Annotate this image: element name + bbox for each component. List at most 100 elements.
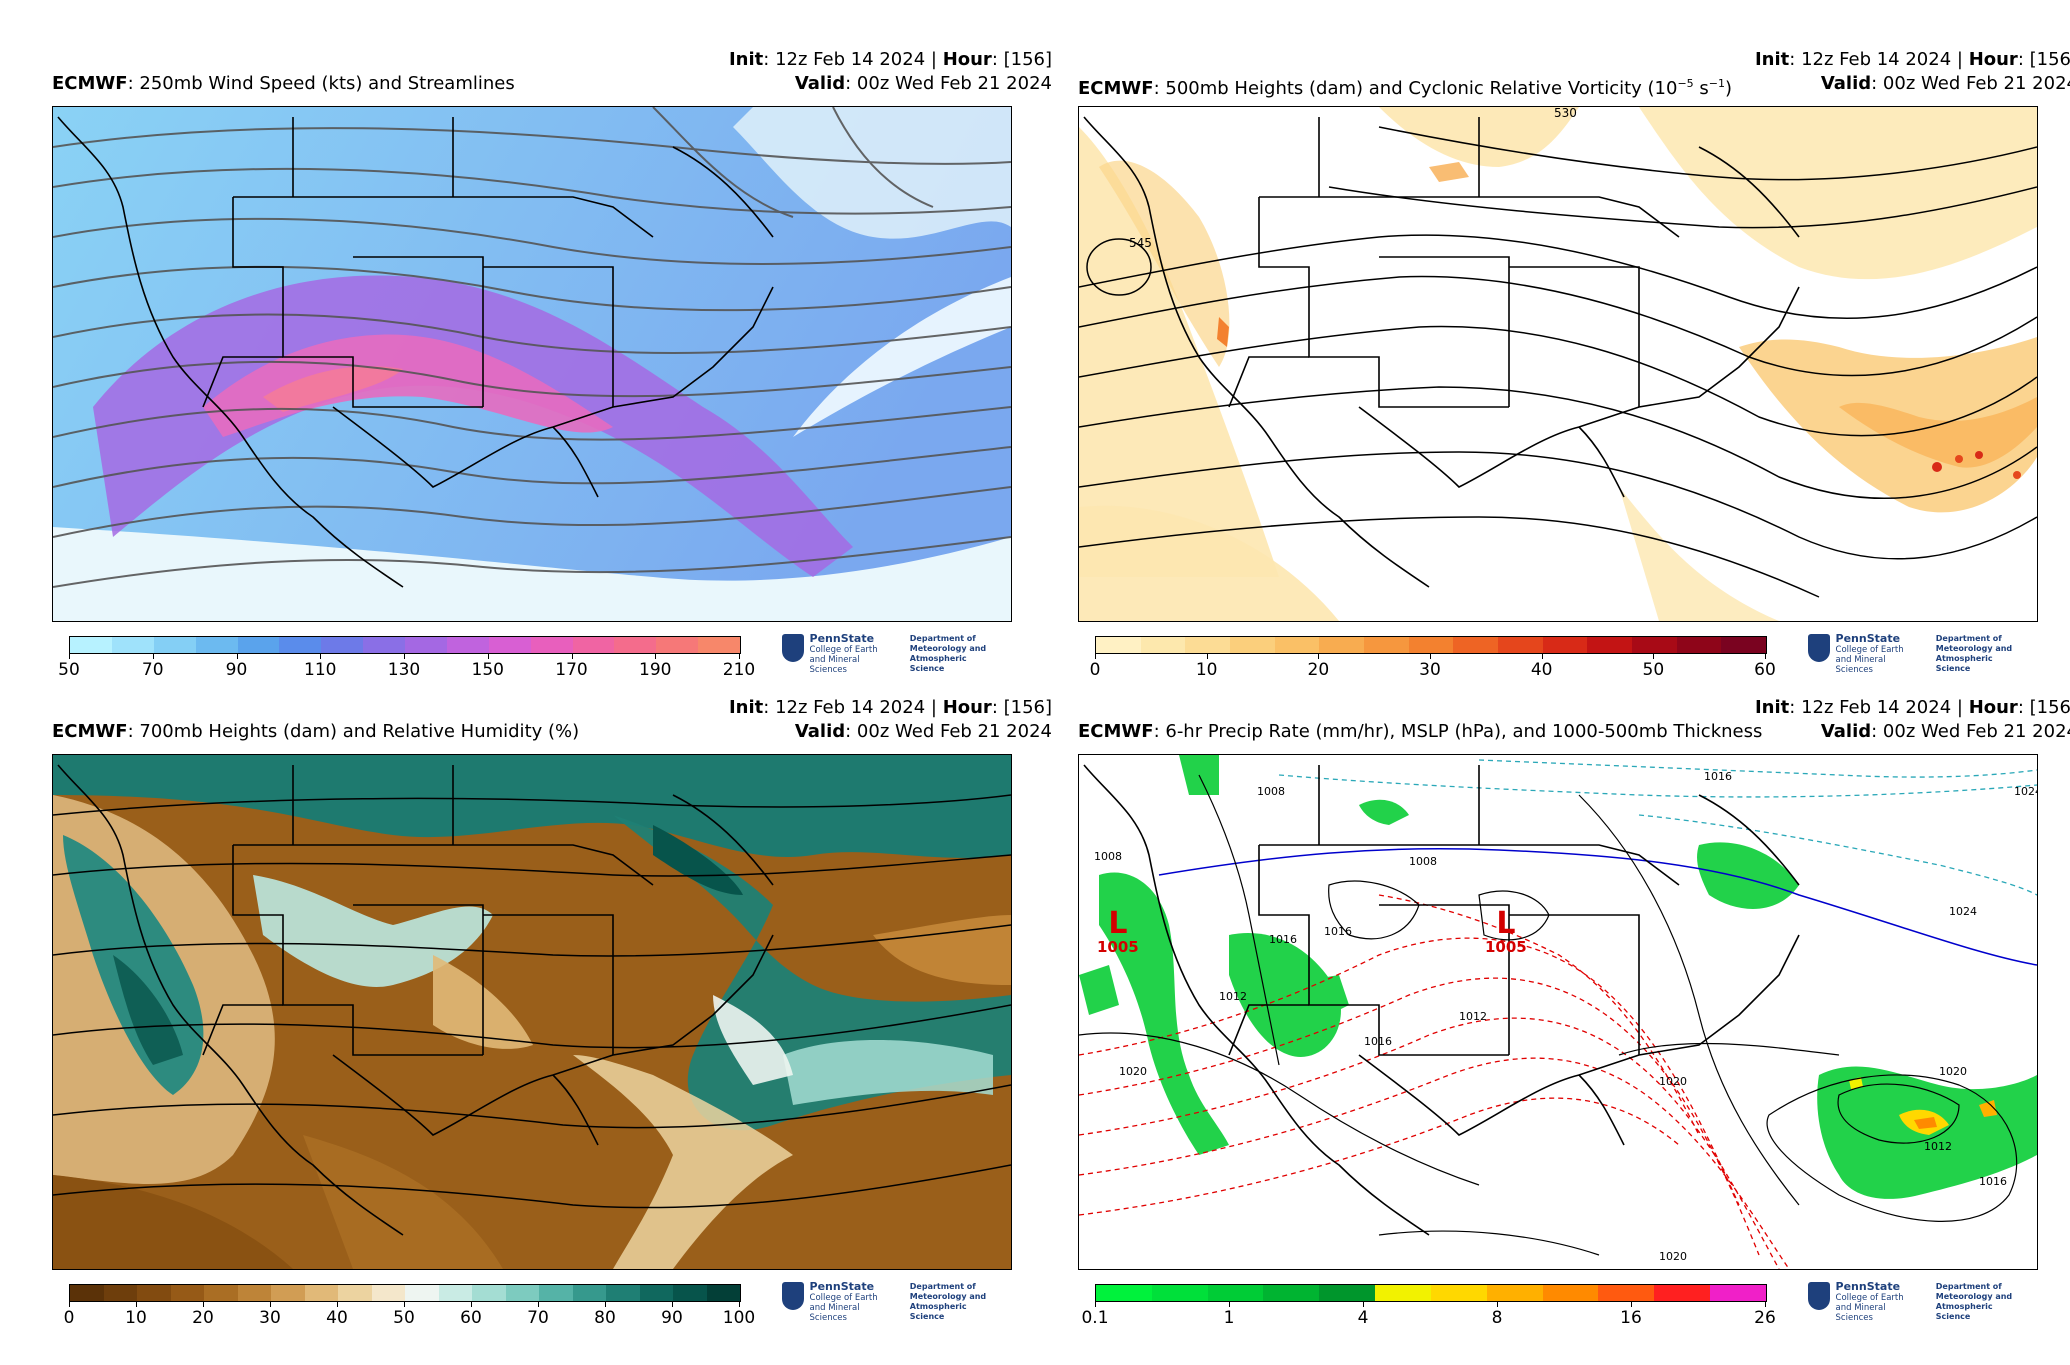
panel-title: ECMWF: 6-hr Precip Rate (mm/hr), MSLP (h… [1078, 721, 1763, 742]
svg-text:1024: 1024 [1949, 905, 1977, 918]
colorbar-segment [438, 1285, 472, 1301]
colorbar-tick [1541, 654, 1543, 659]
colorbar-segment [1654, 1285, 1711, 1301]
svg-text:1016: 1016 [1269, 933, 1297, 946]
colorbar-segment [1632, 637, 1677, 653]
colorbar-segment [304, 1285, 338, 1301]
svg-text:1016: 1016 [1324, 925, 1352, 938]
colorbar-segment [1274, 637, 1320, 653]
colorbar-tick-label: 40 [1530, 660, 1553, 680]
colorbar-tick [152, 654, 154, 659]
colorbar-segment [363, 637, 405, 653]
colorbar-segment [271, 1285, 305, 1301]
valid-line: Valid: 00z Wed Feb 21 2024 [794, 73, 1052, 94]
colorbar-tick-label: 8 [1491, 1308, 1503, 1328]
colorbar-tick-label: 0 [63, 1308, 75, 1328]
colorbar-ticks-precip: 0.1 1 4 8 16 26 [1081, 1302, 1776, 1328]
colorbar-ticks-wind: 50 70 90 110 130 150 170 190 210 [58, 654, 755, 680]
colorbar-segment [321, 637, 364, 653]
colorbar-segment [237, 1285, 271, 1301]
panel-title: ECMWF: 700mb Heights (dam) and Relative … [52, 721, 580, 742]
svg-text:1012: 1012 [1924, 1140, 1952, 1153]
colorbar-segment [103, 1285, 137, 1301]
colorbar-segment [1453, 637, 1499, 653]
precip-heavy [1849, 1077, 1997, 1135]
height-contours [53, 794, 1011, 1209]
colorbar-tick-label: 1 [1223, 1308, 1235, 1328]
colorbar-tick-label: 20 [192, 1308, 214, 1328]
colorbar-tick [1095, 654, 1096, 659]
colorbar-tick [1318, 654, 1320, 659]
colorbar-tick-label: 50 [58, 660, 80, 680]
colorbar-tick-label: 50 [393, 1308, 415, 1328]
colorbar-segment [1486, 1285, 1543, 1301]
colorbar-tick [672, 1302, 673, 1307]
colorbar-tick [739, 654, 740, 659]
colorbar-segment [572, 1285, 606, 1301]
pennstate-shield-icon [782, 1282, 804, 1310]
colorbar-tick [571, 654, 573, 659]
svg-text:1008: 1008 [1257, 785, 1285, 798]
thickness-zero [1158, 847, 2037, 966]
colorbar-tick [1363, 1302, 1364, 1307]
colorbar-segment [446, 637, 489, 653]
colorbar-tick-label: 10 [1195, 660, 1218, 680]
colorbar-tick [538, 1302, 539, 1307]
colorbar-segment [1598, 1285, 1655, 1301]
colorbar-tick-label: 26 [1754, 1308, 1776, 1328]
colorbar-tick-label: 100 [722, 1308, 756, 1328]
colorbar-segment [1140, 637, 1186, 653]
colorbar-segment [606, 1285, 640, 1301]
panel-rh-700mb: Init: 12z Feb 14 2024 | Hour: [156] ECMW… [52, 694, 1052, 1334]
init-line: Init: 12z Feb 14 2024 | Hour: [156] [728, 697, 1052, 718]
colorbar-tick-label: 110 [304, 660, 337, 680]
pennstate-shield-icon [1808, 634, 1830, 662]
svg-text:1020: 1020 [1119, 1065, 1147, 1078]
colorbar-tick-label: 70 [141, 660, 164, 680]
colorbar-segment [1230, 637, 1275, 653]
colorbar-tick [136, 1302, 137, 1307]
panel-wind-250mb: Init: 12z Feb 14 2024 | Hour: [156] ECMW… [52, 46, 1052, 686]
colorbar-segment [1721, 637, 1767, 653]
colorbar-tick [1653, 654, 1655, 659]
colorbar-segment [111, 637, 154, 653]
colorbar-tick-label: 60 [1754, 660, 1776, 680]
colorbar-segment [279, 637, 322, 653]
colorbar-tick-label: 60 [460, 1308, 482, 1328]
colorbar-segment [698, 637, 740, 653]
colorbar-segment [1408, 637, 1454, 653]
colorbar-tick-label: 90 [661, 1308, 683, 1328]
colorbar-segment [1542, 637, 1588, 653]
precip-map: 1008 1008 1016 1008 1016 1012 1016 1012 … [1078, 754, 2038, 1270]
colorbar-segment [405, 637, 447, 653]
colorbar-tick-label: 50 [1642, 660, 1665, 680]
low-pressure-label-central: L 1005 [1485, 906, 1527, 956]
svg-text:1012: 1012 [1459, 1010, 1487, 1023]
colorbar-segment [170, 1285, 204, 1301]
colorbar-segment [1710, 1285, 1766, 1301]
svg-text:1020: 1020 [1659, 1075, 1687, 1088]
low-pressure-label-west: L 1005 [1097, 906, 1139, 956]
borders [57, 764, 774, 1236]
colorbar-segment [656, 637, 699, 653]
colorbar-tick [1765, 654, 1766, 659]
colorbar-segment [639, 1285, 673, 1301]
colorbar-tick [739, 1302, 740, 1307]
valid-line: Valid: 00z Wed Feb 21 2024 [1820, 721, 2070, 742]
colorbar-tick [404, 1302, 405, 1307]
height-contours [1079, 126, 2037, 598]
colorbar-tick-label: 70 [527, 1308, 549, 1328]
colorbar-segment [137, 1285, 171, 1301]
init-line: Init: 12z Feb 14 2024 | Hour: [156] [1754, 49, 2070, 70]
pennstate-logo: PennState College of Earth and Mineral Sci… [782, 1281, 1002, 1323]
colorbar-segment [1319, 637, 1365, 653]
borders [57, 116, 774, 588]
colorbar-tick [1765, 1302, 1766, 1307]
colorbar-tick [655, 654, 657, 659]
colorbar-tick [203, 1302, 204, 1307]
colorbar-tick-label: 80 [594, 1308, 616, 1328]
colorbar-segment [530, 637, 573, 653]
thickness-cold [1278, 759, 2037, 896]
colorbar-segment [472, 1285, 506, 1301]
colorbar-segment [70, 1285, 104, 1301]
